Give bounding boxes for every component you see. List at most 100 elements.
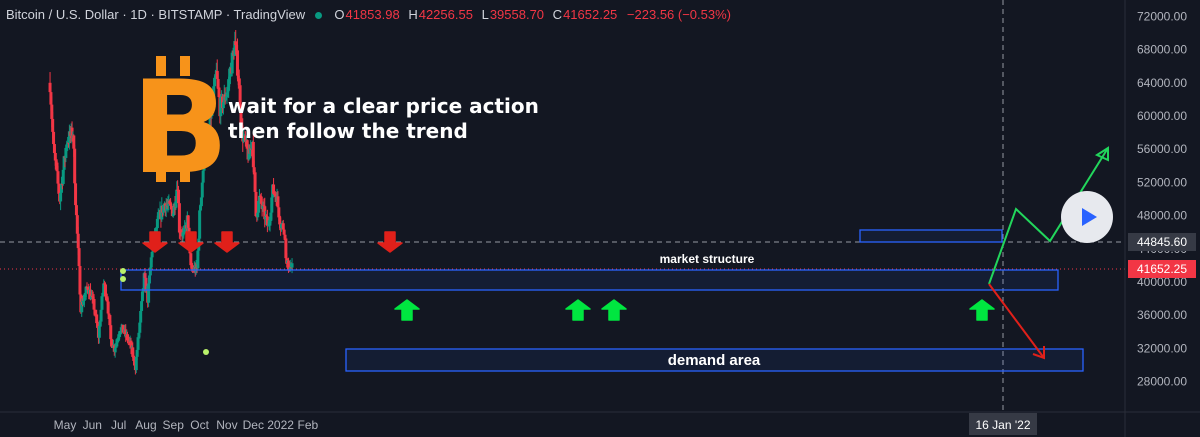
candle-body [137,332,141,338]
green-up-arrow-icon [601,299,627,321]
price-tick-label: 52000.00 [1137,175,1187,189]
candle-body [263,206,267,220]
candle-body [199,206,203,211]
candle-body [252,167,256,173]
time-tick-label: Sep [163,418,185,432]
candle-body [53,152,57,161]
candle-body [236,75,240,79]
low-value: 39558.70 [489,7,545,22]
candle-body [118,334,122,337]
candle-body [259,196,263,204]
candle-body [75,215,79,234]
candle-body [230,52,234,74]
candle-body [78,266,82,295]
candle-body [270,197,274,213]
candle-body [178,232,182,234]
candle-body [190,265,194,269]
zone-handle[interactable] [120,276,126,282]
candle-body [93,309,97,314]
bearish-projection-line [988,283,1045,359]
bitcoin-logo-stroke [180,56,190,76]
candle-body [289,267,293,269]
candle-body [237,78,241,86]
candle-body [204,158,208,162]
bullish-projection-arrowhead [1094,146,1109,162]
price-tick-label: 40000.00 [1137,275,1187,289]
candle-body [175,189,179,201]
zone-handle[interactable] [203,349,209,355]
candle-body [265,215,269,217]
candle-body [284,238,288,259]
candle-body [99,309,103,322]
candle-body [116,339,120,341]
candle-body [103,284,107,297]
candle-body [97,325,101,338]
candle-body [155,228,159,230]
candle-body [76,233,80,249]
candle-body [122,332,126,334]
candle-body [142,273,146,289]
candle-body [183,225,187,233]
candle-body [249,148,253,154]
candle-body [261,205,265,209]
candle-body [149,257,153,268]
candle-body [106,301,110,314]
candle-body [186,215,190,228]
candle-body [264,215,268,220]
candle-body [213,77,217,87]
candle-body [171,213,175,216]
resistance-zone[interactable] [859,229,1003,243]
market-structure-zone[interactable] [120,269,1059,291]
candle-body [225,92,229,97]
time-tick-label: 2022 [267,418,294,432]
bearish-projection-arrowhead [1032,346,1045,360]
candle-body [233,41,237,56]
candle-body [94,313,98,315]
candle-body [140,291,144,302]
candle-body [125,334,129,341]
candle-body [253,172,257,192]
candle-body [208,113,212,130]
candle-body [221,102,225,109]
candle-body [189,253,193,266]
symbol-title[interactable]: Bitcoin / U.S. Dollar · 1D · BITSTAMP · … [6,7,306,22]
candle-body [83,292,87,298]
candle-body [77,248,81,267]
candle-body [148,267,152,276]
candle-body [211,97,215,100]
candle-body [82,297,86,301]
demand-area-zone[interactable] [345,348,1084,372]
price-tick-label: 36000.00 [1137,308,1187,322]
candle-body [168,200,172,204]
time-tick-label: Oct [190,418,209,432]
candle-body [80,301,84,313]
candle-body [85,287,89,289]
candle-body [140,301,144,311]
time-tick-label: May [54,418,77,432]
candle-body [169,205,173,210]
zone-handle[interactable] [120,268,126,274]
candle-body [169,203,173,206]
candle-body [108,315,112,326]
candle-body [272,184,276,194]
price-scale[interactable]: 28000.0032000.0036000.0040000.0044000.00… [1137,9,1187,388]
market-structure-label: market structure [660,252,755,266]
candle-body [226,86,230,93]
candle-body [207,129,211,139]
candle-body [51,118,55,132]
crosshair-price-badge [1128,233,1196,251]
candle-body [278,217,282,225]
candle-body [52,144,56,153]
open-value: 41853.98 [345,7,400,22]
time-scale[interactable]: May Jun Jul Aug Sep Oct Nov Dec 2022 Feb [54,418,319,432]
candle-body [239,110,243,126]
candle-body [107,313,111,316]
change-value: −223.56 (−0.53%) [626,7,731,22]
last-price-badge [1128,260,1196,278]
candle-body [210,99,214,117]
candle-body [265,216,269,226]
play-button[interactable] [1061,191,1113,243]
candle-body [201,170,205,183]
candle-body [288,267,292,271]
